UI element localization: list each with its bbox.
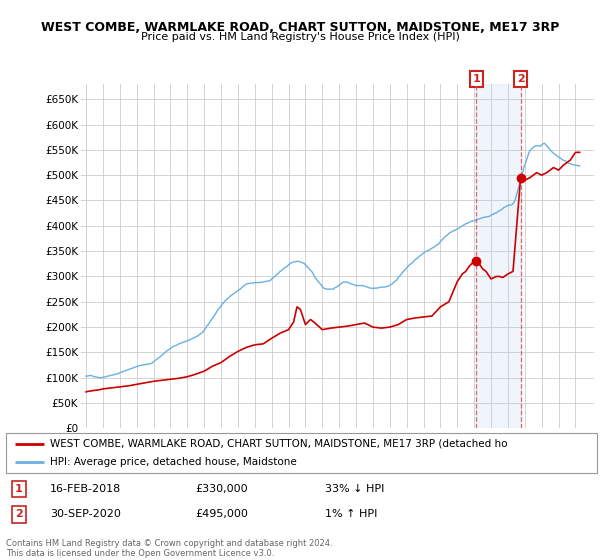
Text: 2: 2	[517, 74, 524, 84]
Text: £330,000: £330,000	[195, 484, 248, 494]
Text: 1: 1	[472, 74, 480, 84]
Text: WEST COMBE, WARMLAKE ROAD, CHART SUTTON, MAIDSTONE, ME17 3RP: WEST COMBE, WARMLAKE ROAD, CHART SUTTON,…	[41, 21, 559, 34]
Bar	[476, 84, 521, 428]
Text: 1% ↑ HPI: 1% ↑ HPI	[325, 510, 377, 520]
Text: 1: 1	[15, 484, 23, 494]
Text: 33% ↓ HPI: 33% ↓ HPI	[325, 484, 385, 494]
Text: HPI: Average price, detached house, Maidstone: HPI: Average price, detached house, Maid…	[50, 458, 297, 467]
Text: £495,000: £495,000	[195, 510, 248, 520]
Text: 16-FEB-2018: 16-FEB-2018	[50, 484, 122, 494]
Text: 30-SEP-2020: 30-SEP-2020	[50, 510, 121, 520]
FancyBboxPatch shape	[6, 433, 597, 473]
Text: Contains HM Land Registry data © Crown copyright and database right 2024.
This d: Contains HM Land Registry data © Crown c…	[6, 539, 332, 558]
Text: 2: 2	[15, 510, 23, 520]
Text: Price paid vs. HM Land Registry's House Price Index (HPI): Price paid vs. HM Land Registry's House …	[140, 32, 460, 43]
Text: WEST COMBE, WARMLAKE ROAD, CHART SUTTON, MAIDSTONE, ME17 3RP (detached ho: WEST COMBE, WARMLAKE ROAD, CHART SUTTON,…	[50, 439, 508, 449]
